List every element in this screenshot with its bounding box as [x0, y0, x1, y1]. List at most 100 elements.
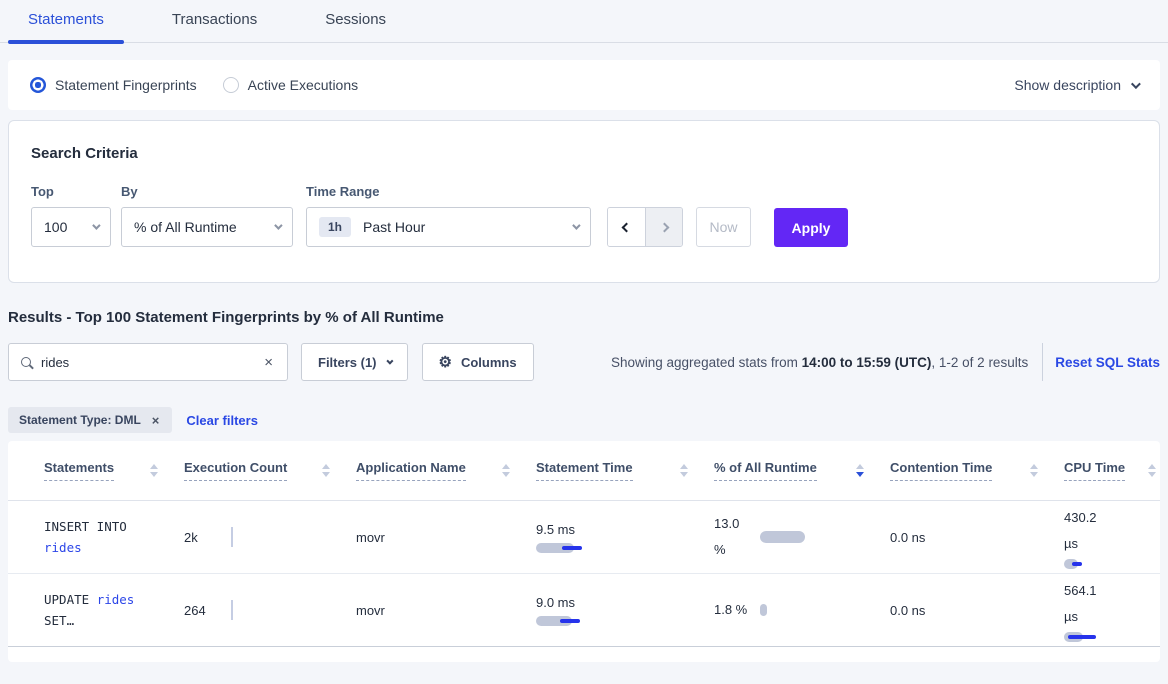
sort-statements-button[interactable]: [150, 464, 158, 477]
statement-text: INSERT INTO: [44, 519, 127, 534]
time-range-label: Time Range: [306, 184, 380, 199]
by-label: By: [121, 184, 138, 199]
search-criteria-form: Top 100 By % of All Runtime Time Range 1…: [31, 184, 1137, 247]
statement-type-filter-chip[interactable]: Statement Type: DML ×: [8, 407, 173, 433]
statement-link[interactable]: rides: [96, 592, 135, 607]
top-label: Top: [31, 184, 54, 199]
tab-sessions[interactable]: Sessions: [325, 11, 387, 28]
sort-contention-time-button[interactable]: [1030, 464, 1038, 477]
execution-count-bar: [231, 600, 233, 620]
by-select-value: % of All Runtime: [134, 219, 237, 235]
statement-text: UPDATE: [44, 592, 97, 607]
showing-prefix: Showing aggregated stats from: [611, 354, 802, 370]
clear-filters-link[interactable]: Clear filters: [186, 412, 258, 428]
percent-runtime-cell: 1.8 %: [714, 597, 890, 623]
tab-transactions[interactable]: Transactions: [171, 11, 258, 28]
percent-runtime-cell: 13.0 %: [714, 511, 890, 563]
header-application-name: Application Name: [356, 460, 536, 481]
tab-statements[interactable]: Statements: [8, 11, 124, 44]
gear-icon: ⚙: [438, 353, 452, 371]
execution-count-cell: 264: [184, 600, 356, 620]
radio-active-executions[interactable]: Active Executions: [222, 77, 358, 93]
execution-count-value: 264: [184, 602, 206, 618]
page-tabs: Statements Transactions Sessions: [0, 0, 1168, 44]
top-select[interactable]: 100: [31, 207, 111, 247]
header-application-name-label[interactable]: Application Name: [356, 460, 466, 481]
remove-filter-icon[interactable]: ×: [151, 412, 160, 428]
sort-cpu-time-button[interactable]: [1148, 464, 1156, 477]
search-icon: [21, 357, 31, 367]
sort-percent-runtime-button[interactable]: [856, 464, 864, 477]
table-row: UPDATE rides SET… 264 movr 9.0 ms 1.8 % …: [8, 574, 1160, 647]
show-description-toggle[interactable]: Show description: [1014, 77, 1141, 93]
chevron-down-icon: [92, 221, 101, 230]
filters-button[interactable]: Filters (1): [301, 343, 408, 381]
percent-runtime-bar: [760, 531, 805, 543]
header-percent-runtime: % of All Runtime: [714, 460, 890, 481]
apply-button[interactable]: Apply: [774, 208, 848, 247]
cpu-time-value: 430.2 µs: [1064, 510, 1097, 551]
search-input[interactable]: [41, 354, 263, 370]
sort-statement-time-button[interactable]: [680, 464, 688, 477]
search-criteria-title: Search Criteria: [31, 145, 138, 162]
show-description-label: Show description: [1014, 77, 1121, 93]
radio-statement-fingerprints[interactable]: Statement Fingerprints: [30, 77, 197, 93]
filters-button-label: Filters (1): [318, 354, 377, 370]
filter-chip-label: Statement Type: DML: [19, 413, 141, 427]
columns-button[interactable]: ⚙ Columns: [421, 343, 534, 381]
clear-search-icon[interactable]: ×: [264, 353, 273, 371]
next-time-button[interactable]: [645, 208, 682, 246]
statement-cell: UPDATE rides SET…: [8, 589, 184, 631]
results-heading: Results - Top 100 Statement Fingerprints…: [8, 309, 444, 326]
time-range-select[interactable]: 1h Past Hour: [306, 207, 591, 247]
header-statements-label[interactable]: Statements: [44, 460, 115, 481]
time-range-badge: 1h: [319, 217, 352, 237]
chevron-left-icon: [621, 222, 632, 232]
filter-chip-row: Statement Type: DML × Clear filters: [8, 407, 1160, 433]
search-criteria-card: Search Criteria Top 100 By % of All Runt…: [8, 120, 1160, 283]
columns-button-label: Columns: [460, 354, 517, 370]
showing-stats-text: Showing aggregated stats from 14:00 to 1…: [611, 355, 1028, 370]
statement-time-bar: [536, 542, 582, 553]
header-contention-time-label[interactable]: Contention Time: [890, 460, 993, 481]
execution-count-value: 2k: [184, 529, 198, 545]
header-percent-runtime-label[interactable]: % of All Runtime: [714, 460, 817, 481]
execution-count-bar: [231, 527, 233, 547]
chevron-down-icon: [274, 221, 283, 230]
percent-runtime-value: 13.0 %: [714, 516, 740, 557]
statement-time-bar: [536, 615, 580, 626]
percent-runtime-bar: [760, 604, 767, 616]
statements-table: Statements Execution Count Application N…: [8, 441, 1160, 662]
statement-time-value: 9.5 ms: [536, 521, 576, 537]
results-controls: × Filters (1) ⚙ Columns Showing aggregat…: [8, 343, 1160, 381]
application-name-cell: movr: [356, 602, 385, 618]
time-range-field: Time Range 1h Past Hour: [306, 184, 591, 247]
sort-application-name-button[interactable]: [502, 464, 510, 477]
time-range-value: Past Hour: [363, 219, 426, 235]
percent-runtime-value: 1.8 %: [714, 602, 748, 617]
radio-statement-fingerprints-label: Statement Fingerprints: [55, 77, 197, 93]
sort-execution-count-button[interactable]: [322, 464, 330, 477]
contention-time-cell: 0.0 ns: [890, 529, 926, 545]
by-select[interactable]: % of All Runtime: [121, 207, 293, 247]
chevron-down-icon: [385, 357, 393, 365]
statement-cell: INSERT INTO rides: [8, 516, 184, 558]
header-statement-time-label[interactable]: Statement Time: [536, 460, 633, 481]
statement-time-cell: 9.0 ms: [536, 595, 714, 626]
header-statements: Statements: [8, 460, 184, 481]
previous-time-button[interactable]: [608, 208, 645, 246]
now-button[interactable]: Now: [696, 207, 751, 247]
time-step-buttons: [607, 207, 683, 247]
header-cpu-time-label[interactable]: CPU Time: [1064, 460, 1126, 481]
cpu-time-bar: [1064, 559, 1082, 569]
by-field: By % of All Runtime: [121, 184, 293, 247]
top-field: Top 100: [31, 184, 111, 247]
application-name-cell: movr: [356, 529, 385, 545]
reset-sql-stats-link[interactable]: Reset SQL Stats: [1055, 354, 1160, 370]
header-cpu-time: CPU Time: [1064, 460, 1160, 481]
view-toggle-card: Statement Fingerprints Active Executions…: [8, 60, 1160, 110]
header-execution-count-label[interactable]: Execution Count: [184, 460, 288, 481]
statement-search-box: ×: [8, 343, 288, 381]
statement-link[interactable]: rides: [44, 540, 82, 555]
statement-text: SET…: [44, 613, 75, 628]
